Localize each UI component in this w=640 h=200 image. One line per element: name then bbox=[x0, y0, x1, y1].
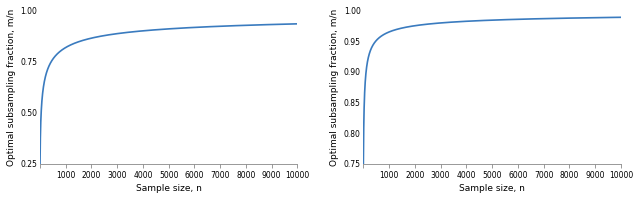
Y-axis label: Optimal subsampling fraction, m/n: Optimal subsampling fraction, m/n bbox=[330, 9, 339, 166]
Y-axis label: Optimal subsampling fraction, m/n: Optimal subsampling fraction, m/n bbox=[7, 9, 16, 166]
X-axis label: Sample size, n: Sample size, n bbox=[136, 184, 202, 193]
X-axis label: Sample size, n: Sample size, n bbox=[460, 184, 525, 193]
